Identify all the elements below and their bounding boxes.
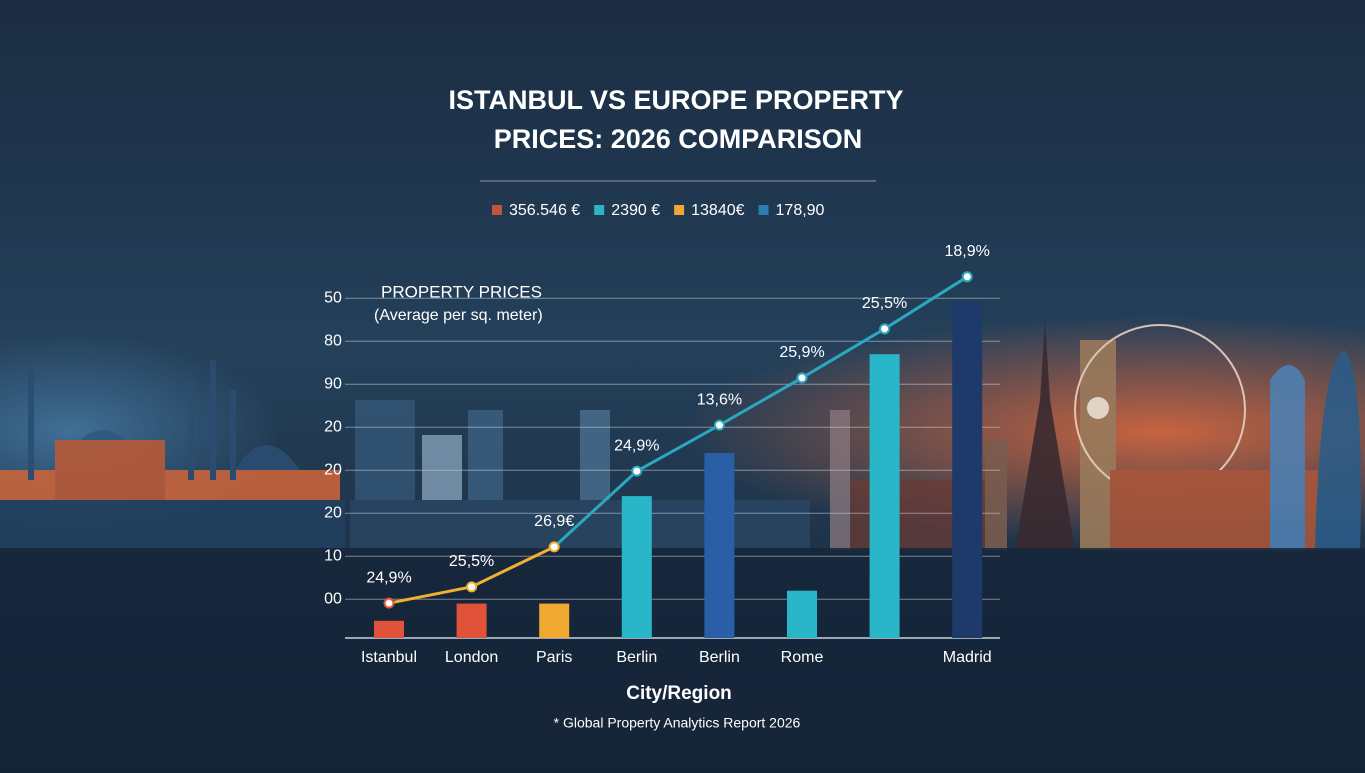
y-tick-label: 20: [324, 419, 342, 436]
y-tick-label: 80: [324, 333, 342, 350]
y-tick-label: 50: [324, 290, 342, 307]
line-point: [466, 581, 478, 593]
ground: [0, 548, 1365, 768]
legend-label: 2390 €: [611, 202, 660, 219]
skyline-left: [0, 360, 345, 550]
y-axis-label: PROPERTY PRICES: [381, 282, 542, 301]
y-tick-label: 90: [324, 376, 342, 393]
line-segment: [636, 423, 721, 473]
line-point: [796, 372, 808, 384]
x-tick-label: London: [445, 649, 498, 666]
legend-label: 13840€: [691, 202, 744, 219]
legend-swatch: [758, 205, 769, 215]
x-tick-label: Madrid: [943, 649, 992, 666]
y-axis-label: (Average per sq. meter): [374, 307, 543, 324]
point-label: 25,5%: [449, 553, 494, 570]
point-label: 25,5%: [862, 295, 907, 312]
line-segment: [553, 470, 638, 548]
legend-swatch: [594, 205, 605, 215]
footnote: * Global Property Analytics Report 2026: [554, 715, 801, 731]
line-segment: [388, 585, 472, 605]
bar: [869, 354, 900, 638]
chart-title: PRICES: 2026 COMPARISON: [494, 124, 863, 154]
x-tick-label: Paris: [536, 649, 572, 666]
y-tick-label: 00: [324, 591, 342, 608]
x-tick-label: Istanbul: [361, 649, 417, 666]
bar: [952, 302, 983, 638]
point-label: 18,9%: [945, 243, 990, 260]
line-segment: [718, 376, 803, 427]
bar: [621, 496, 652, 638]
line-point: [383, 597, 395, 609]
x-tick-label: Berlin: [699, 649, 740, 666]
point-label: 24,9%: [614, 437, 659, 454]
skyline-right: [985, 320, 1361, 550]
bar: [787, 590, 817, 638]
y-tick-label: 10: [324, 548, 342, 565]
legend-label: 178,90: [776, 202, 825, 219]
x-axis-label: City/Region: [626, 683, 732, 704]
bar: [704, 453, 735, 638]
point-label: 26,9€: [534, 513, 574, 530]
x-tick-label: Berlin: [616, 649, 657, 666]
legend-label: 356.546 €: [509, 202, 580, 219]
line-point: [631, 465, 643, 477]
line-point: [548, 541, 560, 553]
bar: [374, 620, 404, 638]
line-point: [961, 271, 973, 283]
legend-swatch: [674, 205, 685, 215]
bar: [539, 603, 570, 638]
chart-title: ISTANBUL VS EUROPE PROPERTY: [448, 85, 903, 115]
y-tick-label: 20: [324, 462, 342, 479]
line-point: [713, 419, 725, 431]
line-segment: [883, 275, 968, 331]
point-label: 13,6%: [697, 391, 742, 408]
line-segment: [801, 327, 886, 380]
point-label: 24,9%: [366, 569, 411, 586]
x-tick-label: Rome: [781, 649, 824, 666]
legend-swatch: [492, 205, 502, 215]
line-segment: [470, 545, 555, 589]
bar: [456, 603, 487, 638]
point-label: 25,9%: [779, 344, 824, 361]
line-point: [879, 323, 891, 335]
y-tick-label: 20: [324, 505, 342, 522]
